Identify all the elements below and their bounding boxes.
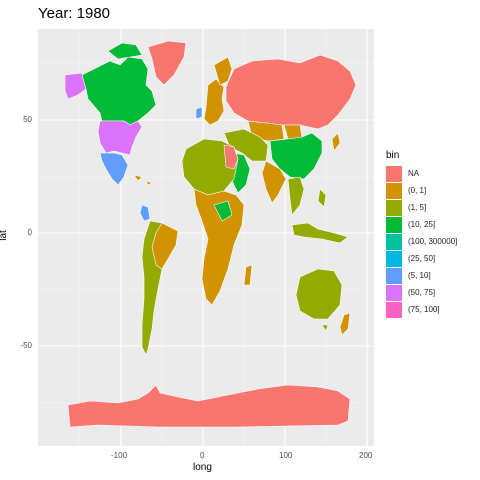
legend-item: (75, 100] [386,301,457,318]
region-alaska [64,72,87,100]
region-new-zealand [339,312,351,336]
region-china [269,132,323,180]
legend-swatch [386,301,402,318]
legend-swatch [386,250,402,267]
region-philippines [317,188,327,208]
region-canada [81,56,157,126]
legend-swatch [386,165,402,182]
region-north-africa [181,138,239,196]
y-tick-label: 0 [27,228,32,237]
region-scandinavia [213,56,233,86]
legend-swatch [386,199,402,216]
y-axis-title: lat [0,230,9,241]
region-central-africa [193,188,245,306]
region-mexico [99,152,129,186]
region-russia [225,54,357,130]
region-madagascar [243,264,253,286]
x-tick-label: 100 [279,451,293,460]
region-africa-green [213,200,233,222]
region-greenland [147,40,187,86]
plot-title: Year: 1980 [38,5,111,22]
legend-label: (25, 50] [408,254,436,263]
region-canada-islands [107,42,143,60]
world-map [38,29,374,446]
x-tick-label: 200 [359,451,373,460]
region-tasmania [321,324,329,332]
legend-label: (5, 10] [408,271,431,280]
legend-item: (0, 1] [386,182,457,199]
x-axis-title: long [193,462,212,473]
legend-label: NA [408,169,420,178]
region-india [261,160,287,204]
region-usa [97,120,143,156]
legend-item: (100, 300000] [386,233,457,250]
legend-swatch [386,267,402,284]
region-antarctica [67,384,351,428]
region-europe-west [203,78,225,126]
region-se-asia [287,176,305,216]
legend-label: (50, 75] [408,288,436,297]
legend-item: (10, 25] [386,216,457,233]
region-central-america [139,204,151,222]
region-caribbean [133,174,153,186]
x-tick-label: -100 [111,451,128,460]
legend-label: (1, 5] [408,203,427,212]
y-tick-label: -50 [20,341,32,350]
legend-item: (50, 75] [386,284,457,301]
legend-label: (75, 100] [408,305,440,314]
region-japan [331,132,341,152]
region-australia [295,268,343,320]
legend-label: (100, 300000] [408,237,458,246]
legend: bin NA (0, 1] (1, 5] (10, 25] (100, 300000] (… [386,150,457,318]
y-tick-label: 50 [23,115,32,124]
region-brazil [151,222,179,270]
legend-swatch [386,216,402,233]
region-egypt [223,144,239,170]
region-uk [195,106,203,120]
legend-swatch [386,284,402,301]
map-panel [38,29,374,446]
region-indonesia [291,222,349,244]
legend-swatch [386,182,402,199]
legend-label: (10, 25] [408,220,436,229]
legend-item: (25, 50] [386,250,457,267]
x-tick-label: 0 [200,451,205,460]
legend-title: bin [386,150,400,161]
legend-item: NA [386,165,457,182]
legend-label: (0, 1] [408,186,427,195]
legend-item: (5, 10] [386,267,457,284]
region-mongolia [283,124,303,140]
legend-swatch [386,233,402,250]
legend-item: (1, 5] [386,199,457,216]
